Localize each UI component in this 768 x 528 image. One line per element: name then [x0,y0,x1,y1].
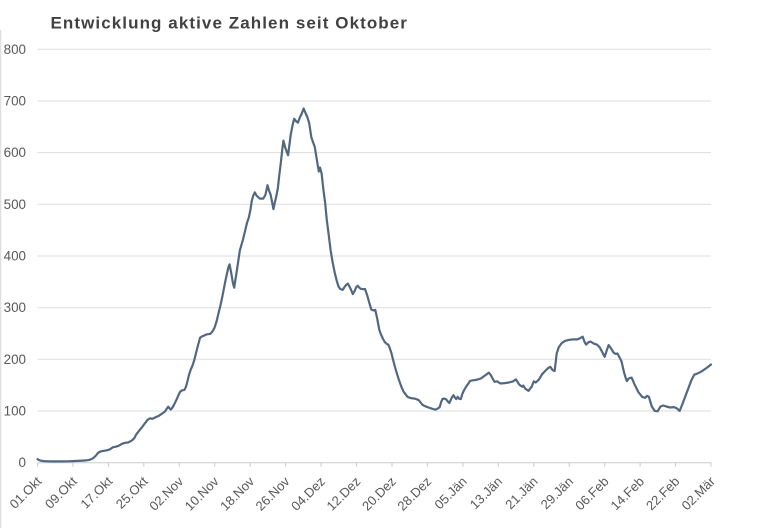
svg-text:200: 200 [4,352,26,367]
svg-text:600: 600 [4,145,26,160]
svg-text:500: 500 [4,197,26,212]
svg-text:0: 0 [19,455,26,470]
svg-text:800: 800 [4,42,26,57]
svg-text:400: 400 [4,249,26,264]
svg-text:Entwicklung aktive Zahlen seit: Entwicklung aktive Zahlen seit Oktober [51,14,409,33]
svg-text:300: 300 [4,300,26,315]
svg-text:700: 700 [4,94,26,109]
svg-text:100: 100 [4,404,26,419]
